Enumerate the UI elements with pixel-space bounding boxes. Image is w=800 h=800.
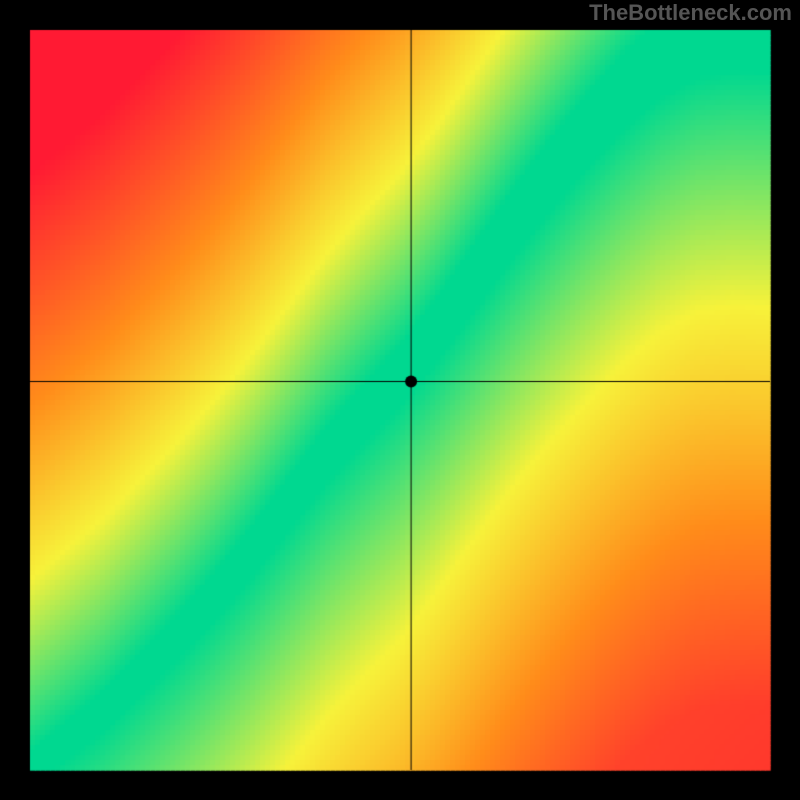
bottleneck-heatmap-canvas: [0, 0, 800, 800]
chart-container: TheBottleneck.com: [0, 0, 800, 800]
watermark-text: TheBottleneck.com: [589, 0, 792, 26]
